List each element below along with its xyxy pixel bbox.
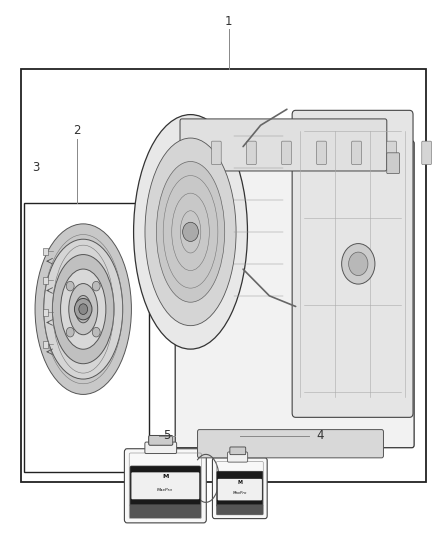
FancyBboxPatch shape [422,141,431,165]
FancyBboxPatch shape [247,141,256,165]
Ellipse shape [156,161,225,302]
FancyBboxPatch shape [218,479,262,500]
Circle shape [92,327,100,337]
FancyBboxPatch shape [227,452,247,462]
FancyBboxPatch shape [282,141,291,165]
FancyBboxPatch shape [292,110,413,417]
Ellipse shape [35,224,131,394]
Ellipse shape [75,295,91,323]
Ellipse shape [60,269,106,349]
FancyBboxPatch shape [212,458,267,519]
FancyBboxPatch shape [387,141,396,165]
FancyBboxPatch shape [124,449,206,523]
Text: 2: 2 [73,124,81,137]
Ellipse shape [44,239,123,379]
Bar [43,341,48,348]
Ellipse shape [145,138,236,326]
FancyBboxPatch shape [212,141,221,165]
Bar [21,69,426,482]
FancyBboxPatch shape [217,471,263,506]
Bar [24,203,149,472]
Text: 1: 1 [225,15,233,28]
Bar [43,248,48,255]
Text: MaxPro: MaxPro [157,488,173,492]
FancyBboxPatch shape [148,435,173,445]
Circle shape [183,222,198,241]
Circle shape [349,252,368,276]
Ellipse shape [69,284,98,335]
Ellipse shape [134,115,247,349]
Circle shape [79,304,88,314]
Text: 3: 3 [32,161,39,174]
Circle shape [342,244,375,284]
FancyBboxPatch shape [130,504,201,518]
FancyBboxPatch shape [352,141,361,165]
FancyBboxPatch shape [198,430,384,458]
Text: MaxPro: MaxPro [233,491,247,495]
FancyBboxPatch shape [317,141,326,165]
Text: M: M [237,480,242,485]
FancyBboxPatch shape [216,504,263,515]
FancyBboxPatch shape [230,447,246,455]
Bar [43,309,48,316]
Circle shape [66,281,74,291]
FancyBboxPatch shape [387,153,399,174]
Ellipse shape [53,255,114,364]
Circle shape [66,327,74,337]
Circle shape [92,281,100,291]
Bar [43,277,48,284]
Text: 4: 4 [316,430,324,442]
FancyBboxPatch shape [180,119,387,171]
Text: M: M [162,474,169,479]
Text: 5: 5 [163,430,170,442]
FancyBboxPatch shape [131,472,199,499]
FancyBboxPatch shape [145,442,177,454]
Circle shape [74,298,92,320]
FancyBboxPatch shape [130,466,201,506]
FancyBboxPatch shape [175,141,414,448]
